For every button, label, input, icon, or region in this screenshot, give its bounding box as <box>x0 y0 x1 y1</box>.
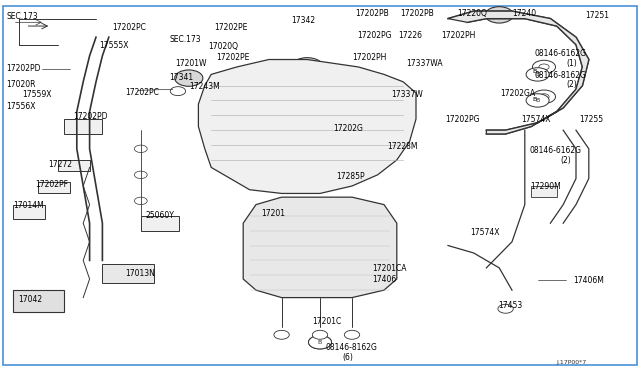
Circle shape <box>175 70 203 86</box>
Text: 17342: 17342 <box>291 16 316 25</box>
Text: 17243M: 17243M <box>189 82 220 91</box>
Text: 17202PE: 17202PE <box>214 23 248 32</box>
Text: B: B <box>536 98 540 103</box>
Text: 17202PB: 17202PB <box>355 9 389 17</box>
Circle shape <box>498 304 513 313</box>
Circle shape <box>344 278 360 287</box>
Text: SEC.173: SEC.173 <box>6 12 38 21</box>
Text: 17202PC: 17202PC <box>125 88 159 97</box>
Text: 17341: 17341 <box>170 73 194 81</box>
Bar <box>64 119 102 134</box>
Circle shape <box>344 219 360 228</box>
Text: 17201: 17201 <box>261 209 285 218</box>
Text: (2): (2) <box>560 156 571 165</box>
Circle shape <box>134 197 147 205</box>
Bar <box>141 216 179 231</box>
Text: 17285P: 17285P <box>336 172 365 181</box>
Text: 17202G: 17202G <box>333 124 363 133</box>
Circle shape <box>344 330 360 339</box>
Circle shape <box>308 336 332 349</box>
Text: 17202PE: 17202PE <box>216 53 250 62</box>
Circle shape <box>532 90 556 103</box>
Polygon shape <box>448 11 589 134</box>
Circle shape <box>274 330 289 339</box>
Text: 17202PG: 17202PG <box>357 31 392 40</box>
Circle shape <box>274 256 289 265</box>
Text: 17202PB: 17202PB <box>400 9 434 17</box>
Text: 17290M: 17290M <box>530 182 561 191</box>
Text: 08146-8162G: 08146-8162G <box>325 343 377 352</box>
Text: 17202PD: 17202PD <box>6 64 41 73</box>
Text: 17202GA: 17202GA <box>500 89 536 98</box>
Bar <box>531 186 557 197</box>
Text: B: B <box>532 97 536 102</box>
Text: 17574X: 17574X <box>470 228 500 237</box>
Text: 17559X: 17559X <box>22 90 52 99</box>
Text: B: B <box>536 72 540 77</box>
Circle shape <box>274 219 289 228</box>
Text: 17556X: 17556X <box>6 102 36 110</box>
Text: 17226: 17226 <box>398 31 422 40</box>
Text: 17013N: 17013N <box>125 269 155 278</box>
Text: 17251: 17251 <box>586 11 610 20</box>
Text: 17014M: 17014M <box>13 201 44 210</box>
Text: 17337WA: 17337WA <box>406 60 443 68</box>
Text: 17202PC: 17202PC <box>112 23 146 32</box>
Text: B: B <box>318 340 322 345</box>
Text: (6): (6) <box>342 353 353 362</box>
Text: 08146-8162G: 08146-8162G <box>534 71 586 80</box>
Text: 17255: 17255 <box>579 115 604 124</box>
Bar <box>38 182 70 193</box>
Circle shape <box>170 87 186 96</box>
Polygon shape <box>198 60 416 193</box>
Text: 17202PD: 17202PD <box>74 112 108 121</box>
Text: 08146-6162G: 08146-6162G <box>530 146 582 155</box>
Text: 17202PG: 17202PG <box>445 115 479 124</box>
Text: 17228M: 17228M <box>387 142 418 151</box>
Circle shape <box>134 145 147 153</box>
Circle shape <box>274 278 289 287</box>
Text: 17574X: 17574X <box>522 115 551 124</box>
Text: 17240: 17240 <box>512 9 536 17</box>
Text: 17201W: 17201W <box>175 60 206 68</box>
Text: (1): (1) <box>566 60 577 68</box>
Text: 17202PH: 17202PH <box>352 53 387 62</box>
Text: 17202PF: 17202PF <box>35 180 68 189</box>
Text: 17201C: 17201C <box>312 317 342 326</box>
Circle shape <box>539 64 549 70</box>
Polygon shape <box>243 197 397 298</box>
Text: 17406M: 17406M <box>573 276 604 285</box>
Circle shape <box>526 94 549 107</box>
Circle shape <box>308 336 332 349</box>
Text: 17555X: 17555X <box>99 41 129 50</box>
Text: (2): (2) <box>566 80 577 89</box>
Circle shape <box>312 330 328 339</box>
Circle shape <box>526 68 549 81</box>
Circle shape <box>134 171 147 179</box>
Bar <box>13 205 45 219</box>
Circle shape <box>539 94 549 100</box>
Text: 17202PH: 17202PH <box>442 31 476 40</box>
Polygon shape <box>13 290 64 312</box>
Text: 17453: 17453 <box>498 301 522 310</box>
Bar <box>58 160 90 171</box>
Text: 17020Q: 17020Q <box>208 42 238 51</box>
Text: 17020R: 17020R <box>6 80 36 89</box>
Text: 17272: 17272 <box>48 160 72 169</box>
Circle shape <box>532 60 556 74</box>
Text: 17220Q: 17220Q <box>458 9 488 17</box>
Text: 17337W: 17337W <box>392 90 424 99</box>
Text: 17201CA: 17201CA <box>372 264 407 273</box>
Text: SEC.173: SEC.173 <box>170 35 201 44</box>
Text: 08146-6162G: 08146-6162G <box>534 49 586 58</box>
Text: B: B <box>532 69 536 74</box>
Text: 17042: 17042 <box>18 295 42 304</box>
Text: J.17P00*7: J.17P00*7 <box>557 360 587 365</box>
Circle shape <box>344 256 360 265</box>
Text: 25060Y: 25060Y <box>146 211 175 219</box>
Text: 17406: 17406 <box>372 275 397 284</box>
Bar <box>102 264 154 283</box>
Circle shape <box>291 58 323 76</box>
Circle shape <box>485 7 513 23</box>
